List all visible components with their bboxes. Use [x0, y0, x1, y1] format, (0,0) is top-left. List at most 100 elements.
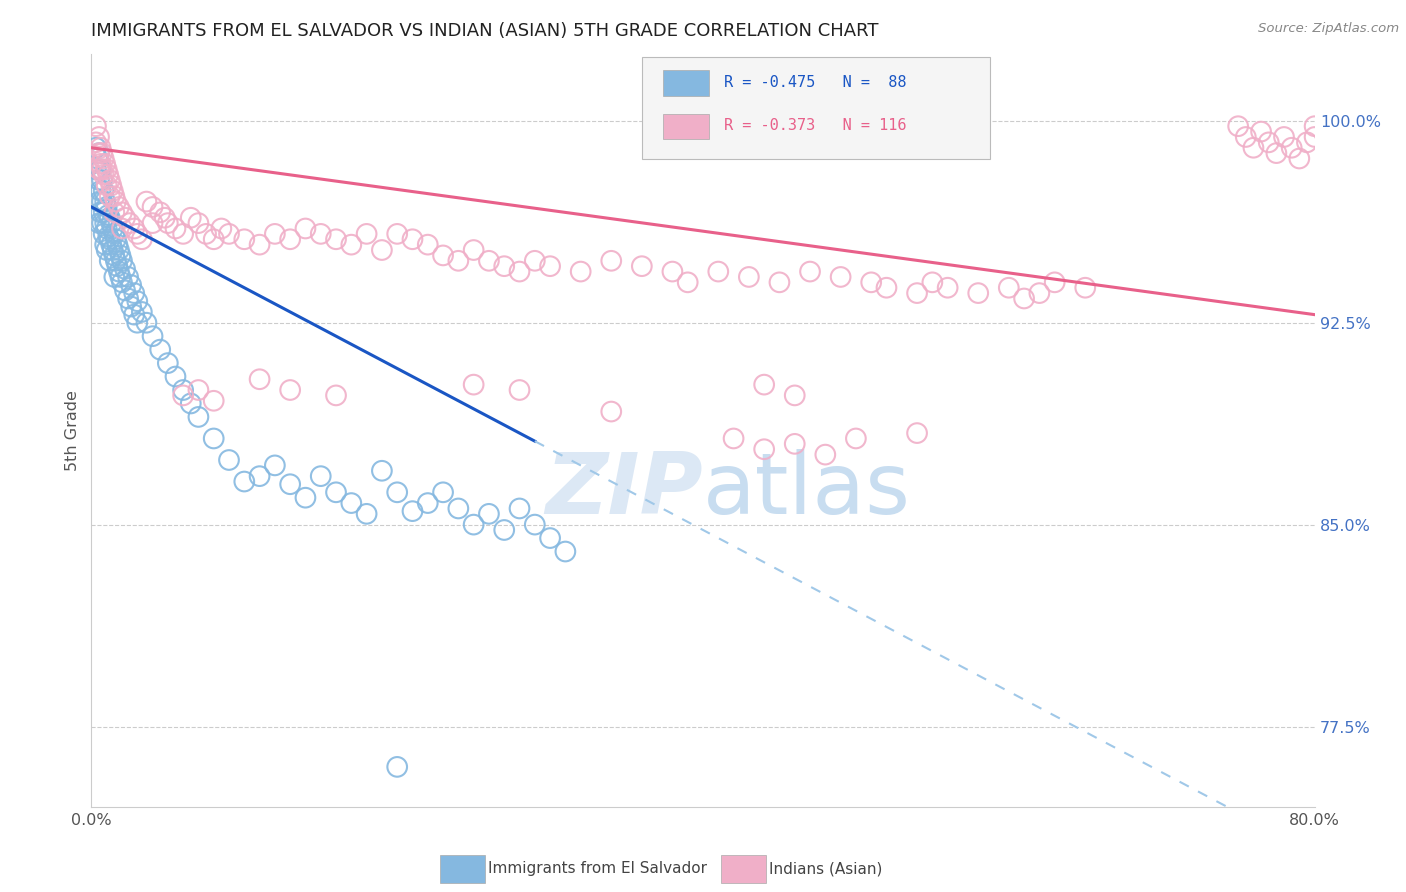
Point — [494, 259, 516, 273]
Point — [120, 300, 142, 314]
Point — [93, 227, 115, 241]
Point — [98, 211, 121, 225]
Point — [1243, 141, 1265, 155]
Point — [385, 227, 409, 241]
Point — [209, 221, 232, 235]
Point — [218, 453, 240, 467]
Text: Indians (Asian): Indians (Asian) — [769, 862, 883, 876]
Point — [385, 760, 409, 774]
Point — [172, 383, 194, 397]
Point — [103, 248, 125, 262]
Point — [278, 232, 301, 246]
Point — [783, 388, 806, 402]
Point — [554, 544, 576, 558]
Point — [127, 316, 149, 330]
Point — [875, 281, 898, 295]
Point — [905, 426, 928, 441]
Bar — [662, 114, 709, 139]
Point — [401, 232, 423, 246]
Point — [98, 189, 121, 203]
Point — [96, 221, 118, 235]
Text: ZIP: ZIP — [546, 450, 703, 533]
Point — [432, 248, 454, 262]
Point — [131, 232, 153, 246]
Point — [416, 496, 439, 510]
Point — [180, 396, 202, 410]
Point — [723, 432, 745, 446]
Point — [101, 184, 124, 198]
Point — [84, 141, 107, 155]
Point — [156, 356, 179, 370]
Point — [325, 388, 347, 402]
Point — [463, 377, 485, 392]
Point — [905, 286, 928, 301]
Text: R = -0.475   N =  88: R = -0.475 N = 88 — [724, 75, 907, 90]
Point — [104, 194, 127, 209]
Text: R = -0.373   N = 116: R = -0.373 N = 116 — [724, 119, 907, 134]
Point — [830, 269, 852, 284]
Point — [111, 253, 134, 268]
Point — [494, 523, 516, 537]
Point — [117, 292, 139, 306]
Point — [87, 130, 110, 145]
Point — [967, 286, 990, 301]
Point — [110, 248, 132, 262]
Point — [91, 216, 114, 230]
Point — [195, 227, 218, 241]
Text: Source: ZipAtlas.com: Source: ZipAtlas.com — [1258, 22, 1399, 36]
Point — [278, 383, 301, 397]
Point — [233, 475, 256, 489]
Point — [738, 269, 761, 284]
Point — [1250, 125, 1272, 139]
Point — [401, 504, 423, 518]
Point — [1028, 286, 1050, 301]
Point — [153, 211, 176, 225]
Point — [1296, 136, 1319, 150]
Point — [111, 221, 134, 235]
Point — [187, 383, 209, 397]
Point — [325, 485, 347, 500]
Point — [127, 227, 149, 241]
Point — [110, 269, 132, 284]
Point — [94, 216, 117, 230]
Point — [478, 253, 501, 268]
Point — [1257, 136, 1279, 150]
Point — [325, 232, 347, 246]
Point — [96, 200, 118, 214]
Point — [141, 329, 163, 343]
Point — [108, 200, 131, 214]
Point — [91, 173, 114, 187]
Point — [754, 377, 776, 392]
Point — [432, 485, 454, 500]
Point — [104, 232, 127, 246]
Point — [218, 227, 240, 241]
Point — [108, 243, 131, 257]
Point — [93, 205, 115, 219]
Point — [1272, 130, 1295, 145]
Point — [1012, 292, 1035, 306]
Point — [202, 232, 225, 246]
Point — [371, 464, 394, 478]
Point — [94, 237, 117, 252]
Point — [1281, 141, 1303, 155]
Point — [122, 308, 145, 322]
Text: IMMIGRANTS FROM EL SALVADOR VS INDIAN (ASIAN) 5TH GRADE CORRELATION CHART: IMMIGRANTS FROM EL SALVADOR VS INDIAN (A… — [91, 22, 879, 40]
Point — [100, 216, 122, 230]
Point — [1074, 281, 1097, 295]
Point — [108, 264, 131, 278]
Point — [91, 162, 114, 177]
Point — [249, 237, 271, 252]
Point — [94, 157, 117, 171]
Point — [447, 253, 470, 268]
Point — [120, 278, 142, 293]
Point — [135, 316, 157, 330]
Point — [385, 485, 409, 500]
Point — [87, 162, 110, 177]
Point — [84, 162, 107, 177]
Point — [87, 173, 110, 187]
Point — [94, 194, 117, 209]
Point — [149, 343, 172, 357]
Point — [1043, 276, 1066, 290]
Point — [87, 146, 110, 161]
Point — [97, 229, 120, 244]
